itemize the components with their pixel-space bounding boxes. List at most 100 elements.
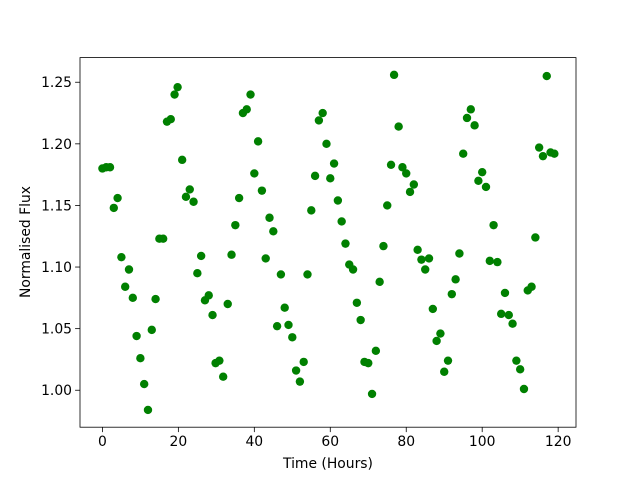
x-tick-label: 60 <box>321 434 339 450</box>
point <box>291 366 301 375</box>
point <box>428 304 438 314</box>
point <box>364 358 373 368</box>
point <box>519 384 529 394</box>
point <box>386 160 396 169</box>
point <box>436 329 445 338</box>
x-axis-label: Time (Hours) <box>282 456 373 472</box>
point <box>124 265 134 274</box>
point <box>424 254 434 263</box>
point <box>120 282 130 291</box>
point <box>109 203 119 213</box>
point <box>193 269 202 278</box>
point <box>288 333 297 342</box>
point <box>185 185 194 194</box>
point <box>352 298 362 307</box>
point <box>265 213 274 222</box>
point <box>280 303 289 312</box>
point <box>481 182 491 192</box>
point <box>550 149 559 158</box>
point <box>493 257 502 267</box>
point <box>231 220 240 230</box>
point <box>147 325 156 335</box>
point <box>504 310 513 320</box>
point <box>269 227 278 236</box>
point <box>447 289 457 299</box>
point <box>337 217 346 226</box>
point <box>151 294 160 304</box>
point <box>208 310 217 320</box>
x-tick-label: 120 <box>545 434 572 450</box>
point <box>132 331 141 341</box>
point <box>515 365 525 374</box>
x-tick-label: 20 <box>170 434 188 450</box>
point <box>527 282 536 291</box>
point <box>218 372 228 381</box>
point <box>227 250 236 259</box>
point <box>117 252 126 262</box>
point <box>314 116 324 125</box>
point <box>136 354 145 363</box>
point <box>246 90 255 99</box>
y-tick-label: 1.20 <box>41 137 72 153</box>
point <box>421 265 430 274</box>
y-tick-label: 1.00 <box>41 383 72 399</box>
point <box>417 255 426 264</box>
y-tick-label: 1.05 <box>41 322 72 338</box>
point <box>326 174 335 183</box>
point <box>250 169 259 178</box>
point <box>139 379 149 389</box>
point <box>310 171 320 181</box>
point <box>508 319 517 328</box>
point <box>257 186 267 195</box>
point <box>531 233 540 242</box>
point <box>276 270 286 279</box>
point <box>534 143 544 152</box>
point <box>284 320 293 330</box>
x-tick-label: 100 <box>469 434 496 450</box>
point <box>443 356 453 365</box>
point <box>143 405 153 415</box>
point <box>158 234 168 243</box>
point <box>253 137 263 146</box>
point <box>113 193 122 203</box>
point <box>538 151 548 161</box>
point <box>348 265 358 274</box>
point <box>489 220 498 230</box>
point <box>409 180 419 189</box>
point <box>375 277 384 287</box>
point <box>432 336 441 346</box>
x-tick-label: 80 <box>397 434 415 450</box>
y-tick-label: 1.25 <box>41 75 72 91</box>
point <box>379 241 388 251</box>
point <box>367 389 377 399</box>
point <box>105 163 115 172</box>
point <box>295 377 305 386</box>
point <box>189 197 198 206</box>
point <box>215 356 224 365</box>
y-axis-label: Normalised Flux <box>18 186 34 298</box>
point <box>181 192 191 202</box>
point <box>170 90 179 99</box>
point <box>223 299 232 309</box>
point <box>477 167 487 177</box>
point <box>402 169 411 178</box>
point <box>318 108 327 118</box>
x-tick-label: 0 <box>98 434 107 450</box>
point <box>470 121 479 130</box>
point <box>440 367 449 376</box>
y-tick-label: 1.15 <box>41 198 72 214</box>
point <box>322 139 331 149</box>
point <box>128 293 137 303</box>
point <box>173 82 182 92</box>
point <box>177 155 187 165</box>
y-tick-label: 1.10 <box>41 260 72 276</box>
point <box>303 270 312 279</box>
point <box>242 105 251 114</box>
point <box>485 256 494 266</box>
point <box>405 187 415 197</box>
point <box>204 291 213 300</box>
point <box>451 275 460 284</box>
point <box>462 113 472 123</box>
point <box>371 346 381 356</box>
